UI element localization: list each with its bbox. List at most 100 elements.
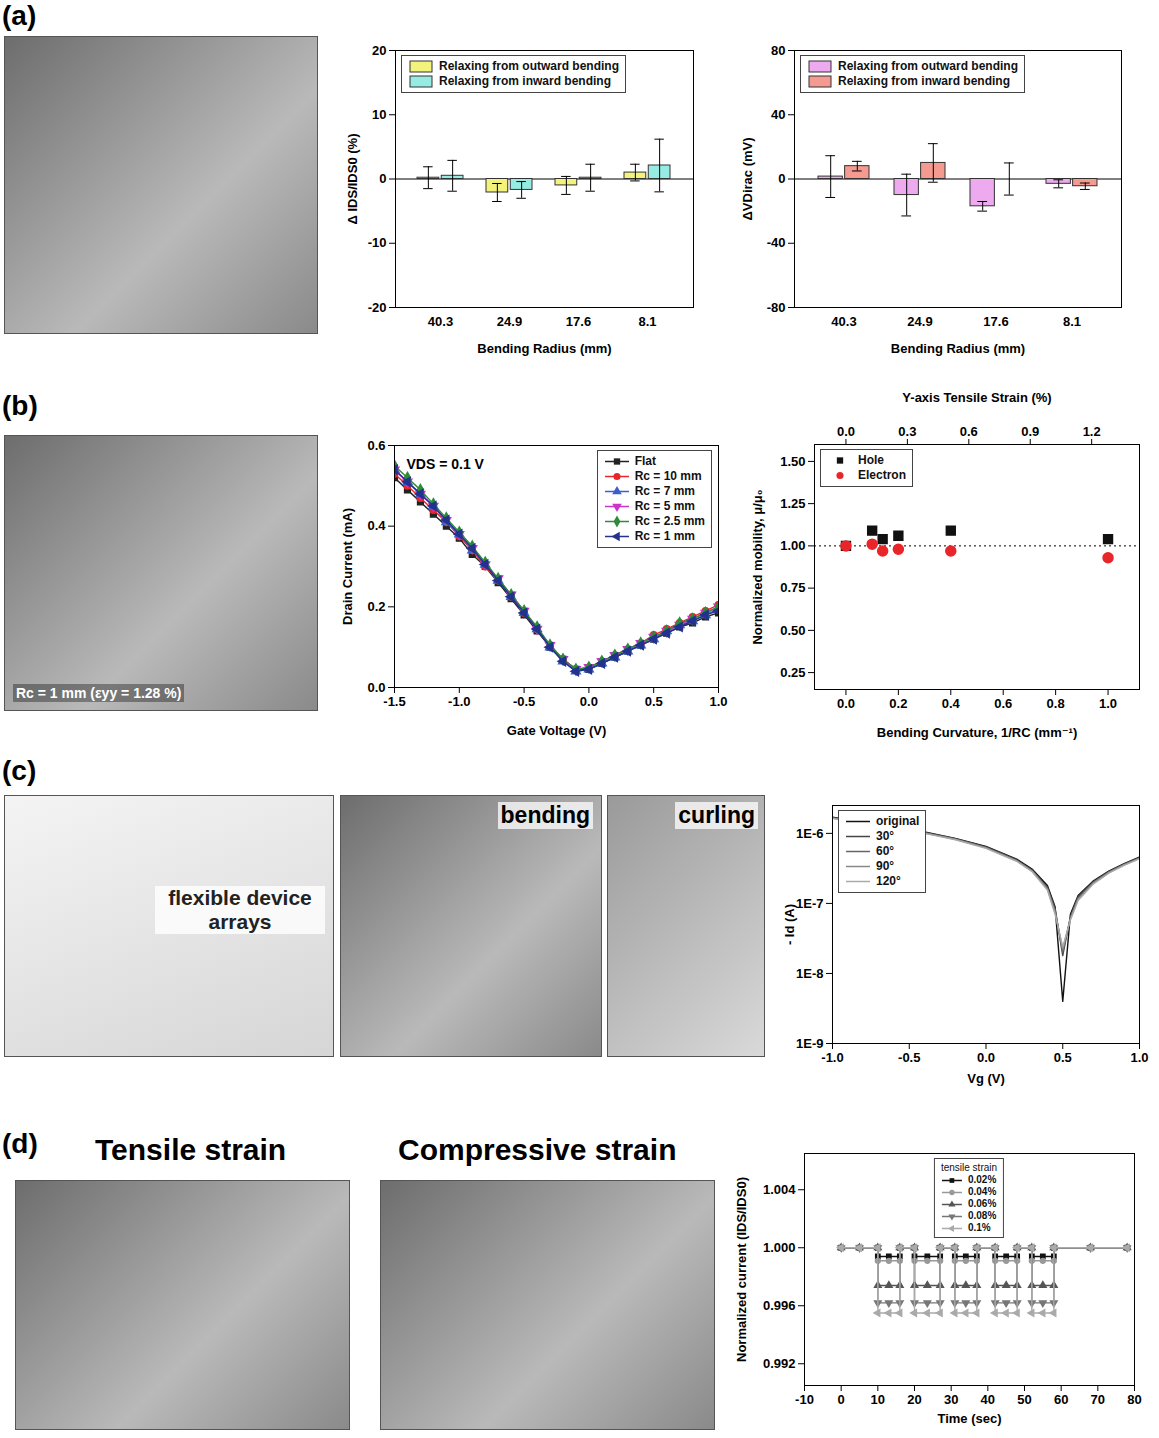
svg-text:Drain Current (mA): Drain Current (mA) [340, 508, 355, 625]
svg-text:0.50: 0.50 [780, 623, 805, 638]
svg-text:0.2: 0.2 [889, 696, 907, 711]
html-text:(a): (a) [2, 0, 37, 31]
svg-text:0.6: 0.6 [367, 438, 385, 453]
svg-text:40: 40 [771, 107, 785, 122]
svg-text:-1.5: -1.5 [383, 694, 405, 709]
svg-text:0.0: 0.0 [977, 1050, 995, 1065]
svg-text:10: 10 [871, 1392, 885, 1407]
svg-text:-1.0: -1.0 [821, 1050, 843, 1065]
svg-text:0.6: 0.6 [994, 696, 1012, 711]
svg-text:8.1: 8.1 [1063, 314, 1081, 329]
svg-text:0.5: 0.5 [645, 694, 663, 709]
svg-text:1.0: 1.0 [1130, 1050, 1148, 1065]
svg-text:Time (sec): Time (sec) [937, 1411, 1001, 1426]
svg-text:8.1: 8.1 [638, 314, 656, 329]
svg-text:Bending Radius (mm): Bending Radius (mm) [477, 341, 611, 356]
svg-text:Normalized mobility, μ/μ₀: Normalized mobility, μ/μ₀ [750, 489, 765, 644]
html-text:Rc = 1 mm (εyy = 1.28 %): Rc = 1 mm (εyy = 1.28 %) [16, 685, 182, 701]
html-text:Relaxing from inward bending: Relaxing from inward bending [439, 74, 611, 88]
svg-text:-0.5: -0.5 [898, 1050, 920, 1065]
svg-text:0.4: 0.4 [942, 696, 961, 711]
svg-text:-40: -40 [767, 235, 786, 250]
svg-text:20: 20 [907, 1392, 921, 1407]
html-text:flexible device arrays: flexible device arrays [168, 886, 312, 933]
svg-text:60: 60 [1054, 1392, 1068, 1407]
svg-text:Bending Curvature, 1/RC (mm⁻¹): Bending Curvature, 1/RC (mm⁻¹) [877, 725, 1077, 740]
svg-text:0.2: 0.2 [367, 599, 385, 614]
svg-text:70: 70 [1091, 1392, 1105, 1407]
svg-text:17.6: 17.6 [566, 314, 591, 329]
svg-text:24.9: 24.9 [907, 314, 932, 329]
svg-text:20: 20 [372, 43, 386, 58]
svg-text:24.9: 24.9 [497, 314, 522, 329]
svg-text:0.8: 0.8 [1047, 696, 1065, 711]
svg-text:-0.5: -0.5 [513, 694, 535, 709]
html-text:Rc = 10 mm: Rc = 10 mm [634, 469, 702, 483]
svg-text:Vg (V): Vg (V) [967, 1071, 1005, 1086]
html-text:Flat: Flat [634, 454, 656, 468]
html-text:bending: bending [500, 802, 590, 828]
svg-text:0.5: 0.5 [1054, 1050, 1072, 1065]
svg-text:0: 0 [379, 171, 386, 186]
svg-text:1E-6: 1E-6 [796, 826, 823, 841]
html-text:Compressive strain: Compressive strain [398, 1133, 677, 1166]
svg-text:Normalized current (IDS/IDS0): Normalized current (IDS/IDS0) [734, 1177, 749, 1362]
html-text:(c): (c) [2, 755, 37, 786]
svg-text:Bending Radius (mm): Bending Radius (mm) [891, 341, 1025, 356]
svg-text:80: 80 [771, 43, 785, 58]
svg-text:0.9: 0.9 [1021, 424, 1039, 439]
svg-text:1.000: 1.000 [763, 1240, 796, 1255]
svg-text:0.25: 0.25 [780, 665, 805, 680]
html-text:Rc = 5 mm: Rc = 5 mm [634, 499, 695, 513]
svg-text:40: 40 [981, 1392, 995, 1407]
svg-text:-20: -20 [368, 300, 387, 315]
svg-text:Gate Voltage (V): Gate Voltage (V) [507, 723, 606, 738]
html-text:Relaxing from outward bending: Relaxing from outward bending [838, 59, 1018, 73]
svg-text:0.75: 0.75 [780, 580, 805, 595]
html-text:Relaxing from inward bending: Relaxing from inward bending [838, 74, 1010, 88]
svg-text:50: 50 [1017, 1392, 1031, 1407]
svg-text:0: 0 [778, 171, 785, 186]
svg-text:1.50: 1.50 [780, 454, 805, 469]
svg-text:10: 10 [372, 107, 386, 122]
svg-text:0.996: 0.996 [763, 1298, 796, 1313]
svg-text:1E-8: 1E-8 [796, 966, 823, 981]
svg-text:1.004: 1.004 [763, 1182, 796, 1197]
svg-text:Y-axis Tensile Strain (%): Y-axis Tensile Strain (%) [902, 390, 1051, 405]
svg-text:0.0: 0.0 [837, 696, 855, 711]
svg-text:1E-7: 1E-7 [796, 896, 823, 911]
svg-text:0: 0 [838, 1392, 845, 1407]
html-text:curling: curling [678, 802, 755, 828]
svg-text:0.4: 0.4 [367, 518, 386, 533]
svg-text:1.00: 1.00 [780, 538, 805, 553]
svg-text:ΔVDirac (mV): ΔVDirac (mV) [740, 137, 755, 220]
svg-text:40.3: 40.3 [831, 314, 856, 329]
svg-text:1.2: 1.2 [1083, 424, 1101, 439]
svg-text:-10: -10 [795, 1392, 814, 1407]
svg-text:0.3: 0.3 [898, 424, 916, 439]
svg-text:Δ IDS/IDS0 (%): Δ IDS/IDS0 (%) [345, 134, 360, 225]
svg-text:0.0: 0.0 [367, 680, 385, 695]
svg-text:30: 30 [944, 1392, 958, 1407]
svg-text:-80: -80 [767, 300, 786, 315]
svg-text:1.0: 1.0 [709, 694, 727, 709]
svg-text:1.25: 1.25 [780, 496, 805, 511]
svg-text:1E-9: 1E-9 [796, 1036, 823, 1051]
svg-text:-1.0: -1.0 [448, 694, 470, 709]
svg-text:40.3: 40.3 [428, 314, 453, 329]
html-text:(d): (d) [2, 1128, 38, 1159]
html-text:(b): (b) [2, 390, 38, 421]
html-text:Rc = 7 mm: Rc = 7 mm [634, 484, 695, 498]
svg-text:- Id (A): - Id (A) [782, 904, 797, 945]
svg-text:80: 80 [1127, 1392, 1141, 1407]
svg-text:0.0: 0.0 [580, 694, 598, 709]
svg-text:0.992: 0.992 [763, 1356, 796, 1371]
svg-text:VDS = 0.1 V: VDS = 0.1 V [407, 456, 485, 472]
svg-text:0.6: 0.6 [960, 424, 978, 439]
svg-text:-10: -10 [368, 235, 387, 250]
svg-text:17.6: 17.6 [983, 314, 1008, 329]
html-text:Tensile strain: Tensile strain [95, 1133, 287, 1166]
svg-text:1.0: 1.0 [1099, 696, 1117, 711]
html-text:Relaxing from outward bending: Relaxing from outward bending [439, 59, 619, 73]
svg-text:0.0: 0.0 [837, 424, 855, 439]
